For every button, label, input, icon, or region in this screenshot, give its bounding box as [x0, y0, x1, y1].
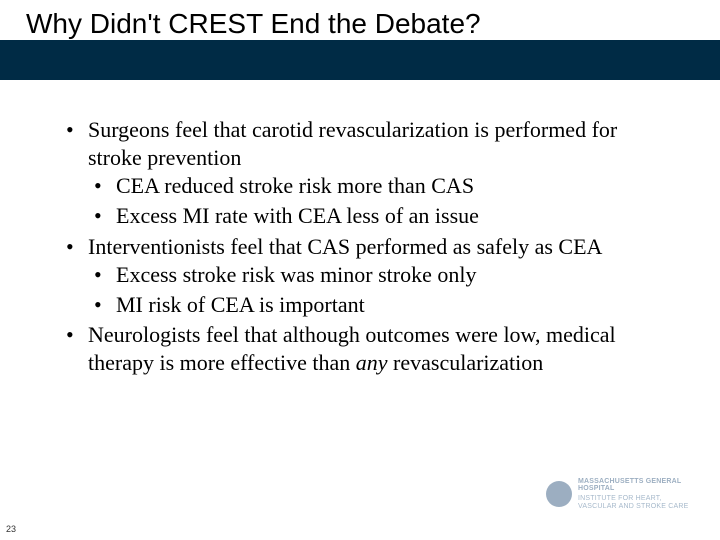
list-item: CEA reduced stroke risk more than CAS [88, 172, 660, 200]
list-item: MI risk of CEA is important [88, 291, 660, 319]
hospital-logo: MASSACHUSETTS GENERAL HOSPITAL INSTITUTE… [546, 474, 696, 514]
list-item: Excess stroke risk was minor stroke only [88, 261, 660, 289]
sub-list: Excess stroke risk was minor stroke only… [88, 261, 660, 319]
sub-list: CEA reduced stroke risk more than CAS Ex… [88, 172, 660, 230]
bullet-text-italic: any [356, 350, 388, 375]
logo-text: MASSACHUSETTS GENERAL HOSPITAL INSTITUTE… [578, 478, 696, 511]
logo-line2: INSTITUTE FOR HEART, VASCULAR AND STROKE… [578, 495, 696, 510]
slide-title: Why Didn't CREST End the Debate? [26, 8, 481, 40]
bullet-text: Excess MI rate with CEA less of an issue [116, 203, 479, 228]
bullet-text: CEA reduced stroke risk more than CAS [116, 173, 474, 198]
bullet-text: Excess stroke risk was minor stroke only [116, 262, 477, 287]
slide-content: Surgeons feel that carotid revasculariza… [60, 116, 660, 379]
list-item: Neurologists feel that although outcomes… [60, 321, 660, 377]
logo-line1: MASSACHUSETTS GENERAL HOSPITAL [578, 478, 696, 493]
bullet-list: Surgeons feel that carotid revasculariza… [60, 116, 660, 377]
list-item: Surgeons feel that carotid revasculariza… [60, 116, 660, 231]
list-item: Interventionists feel that CAS performed… [60, 233, 660, 319]
bullet-text: MI risk of CEA is important [116, 292, 365, 317]
logo-seal-icon [546, 481, 572, 507]
title-band [0, 40, 720, 80]
slide: Why Didn't CREST End the Debate? Surgeon… [0, 0, 720, 540]
bullet-text: revascularization [388, 350, 544, 375]
bullet-text: Interventionists feel that CAS performed… [88, 234, 602, 259]
bullet-text: Surgeons feel that carotid revasculariza… [88, 117, 617, 170]
list-item: Excess MI rate with CEA less of an issue [88, 202, 660, 230]
page-number: 23 [6, 524, 16, 534]
